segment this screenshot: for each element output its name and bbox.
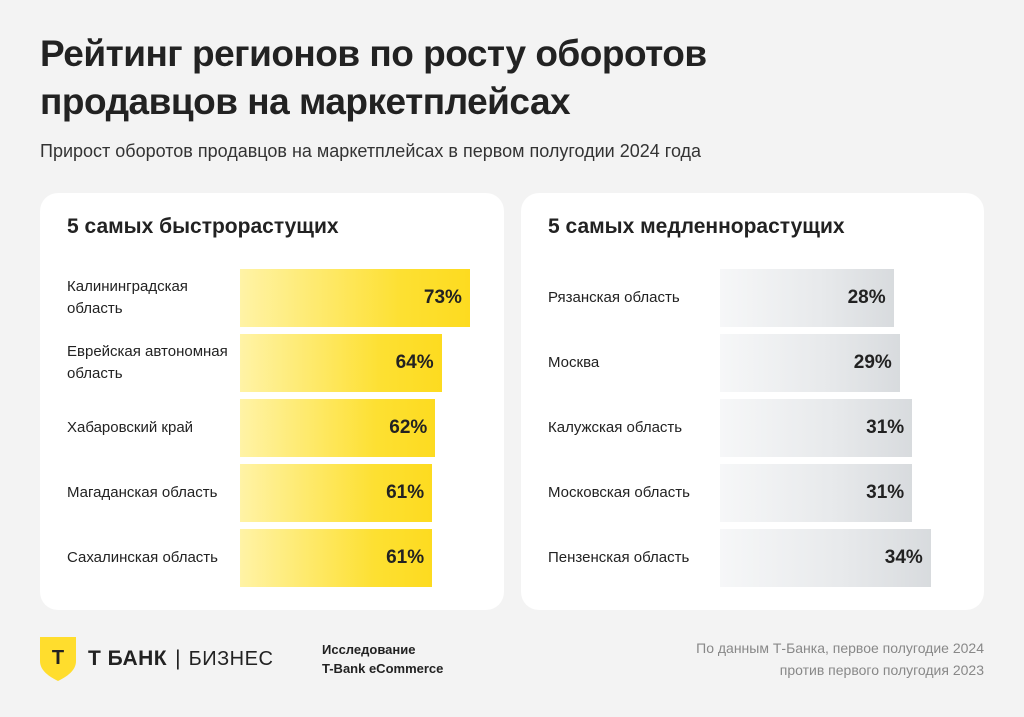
category-label: Пензенская область bbox=[548, 549, 690, 566]
shield-letter: Т bbox=[52, 647, 64, 669]
bar-value-label: 31% bbox=[866, 417, 905, 438]
bar-row: Магаданская область 61% bbox=[40, 464, 504, 522]
bar-row: Московская область 31% bbox=[521, 464, 984, 522]
bar-value-label: 34% bbox=[884, 547, 923, 568]
fastest-growing-chart: Калининградская область 73% Еврейская авто… bbox=[40, 193, 504, 610]
bar-value-label: 61% bbox=[386, 547, 425, 568]
category-label: Московская область bbox=[548, 484, 690, 501]
category-label: Рязанская область bbox=[548, 289, 680, 306]
bar-value-label: 29% bbox=[853, 352, 892, 373]
bar-row: Сахалинская область 61% bbox=[40, 529, 504, 587]
bar: 62% bbox=[240, 399, 436, 457]
slowest-growing-title: 5 самых медленнорастущих bbox=[548, 215, 845, 238]
bar-value-label: 73% bbox=[423, 287, 462, 308]
shield-icon: Т bbox=[40, 637, 76, 681]
bar-row: Хабаровский край 62% bbox=[40, 399, 504, 457]
study-label: Исследование T-Bank eCommerce bbox=[322, 640, 443, 678]
fastest-growing-card: 5 самых быстрорастущих Калининградская о… bbox=[40, 193, 504, 610]
brand-name: Т БАНК bbox=[88, 647, 168, 670]
slowest-growing-chart: Рязанская область 28% Москва 29% Калужская о… bbox=[521, 193, 984, 610]
bar: 64% bbox=[240, 334, 442, 392]
bar: 31% bbox=[720, 399, 913, 457]
category-label: Магаданская область bbox=[67, 484, 218, 501]
bar: 61% bbox=[240, 529, 433, 587]
study-line-2: T-Bank eCommerce bbox=[322, 661, 444, 676]
bar-value-label: 31% bbox=[866, 482, 905, 503]
bar-value-label: 28% bbox=[847, 287, 886, 308]
slowest-growing-card: 5 самых медленнорастущих Рязанская облас… bbox=[521, 193, 984, 610]
bar-row: Калининградская область 73% bbox=[40, 269, 504, 327]
category-label: Сахалинская область bbox=[67, 549, 218, 566]
study-line-1: Исследование bbox=[322, 642, 416, 657]
category-label: Хабаровский край bbox=[67, 419, 194, 436]
bar: 31% bbox=[720, 464, 913, 522]
source-line-1: По данным Т-Банка, первое полугодие 2024 bbox=[696, 640, 984, 656]
bar-value-label: 62% bbox=[389, 417, 428, 438]
bar-row: Пензенская область 34% bbox=[521, 529, 984, 587]
source-note: По данным Т-Банка, первое полугодие 2024… bbox=[696, 637, 984, 681]
brand-sub: БИЗНЕС bbox=[188, 647, 274, 670]
bar: 29% bbox=[720, 334, 900, 392]
bar-row: Москва 29% bbox=[521, 334, 984, 392]
bar: 73% bbox=[240, 269, 470, 327]
source-line-2: против первого полугодия 2023 bbox=[779, 662, 984, 678]
brand-separator: | bbox=[175, 647, 181, 670]
brand-logo: Т Т БАНК | БИЗНЕС bbox=[40, 637, 273, 681]
page-title: Рейтинг регионов по росту оборотов прода… bbox=[40, 33, 707, 122]
bar: 61% bbox=[240, 464, 433, 522]
category-label: Калининградская область bbox=[67, 278, 188, 317]
category-label: Еврейская автономная область bbox=[67, 343, 228, 382]
page-subtitle: Прирост оборотов продавцов на маркетплей… bbox=[40, 141, 702, 161]
bar-value-label: 61% bbox=[386, 482, 425, 503]
bar-row: Калужская область 31% bbox=[521, 399, 984, 457]
category-label: Москва bbox=[548, 354, 600, 371]
fastest-growing-title: 5 самых быстрорастущих bbox=[67, 215, 339, 238]
category-label: Калужская область bbox=[548, 419, 683, 436]
bar: 34% bbox=[720, 529, 931, 587]
bar-value-label: 64% bbox=[395, 352, 434, 373]
bar: 28% bbox=[720, 269, 894, 327]
bar-row: Еврейская автономная область 64% bbox=[40, 334, 504, 392]
bar-row: Рязанская область 28% bbox=[521, 269, 984, 327]
